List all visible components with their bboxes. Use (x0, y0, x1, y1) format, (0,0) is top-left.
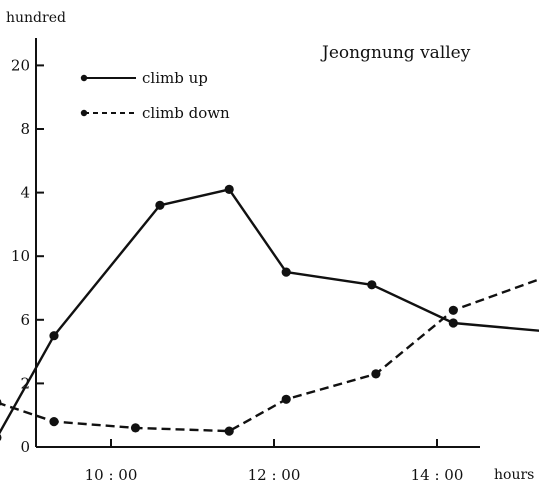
data-point-climb-up (0, 434, 2, 441)
data-point-climb-down (448, 305, 458, 315)
y-tick-label: 6 (20, 311, 30, 329)
legend-climb-down-label: climb down (142, 104, 230, 122)
y-tick-label: 4 (20, 184, 30, 202)
chart-title: Jeongnung valley (320, 43, 471, 63)
data-point-climb-down (281, 394, 291, 404)
legend: climb up climb down (80, 69, 230, 122)
x-tick-label: 14 : 00 (411, 466, 464, 484)
data-point-climb-up (49, 331, 59, 341)
series-line-climb-up (0, 188, 539, 435)
data-point-climb-down (49, 417, 59, 427)
data-point-climb-down (224, 426, 234, 436)
y-tick-label: 10 (11, 247, 30, 265)
data-point-climb-up (448, 318, 458, 328)
series-line-climb-down (0, 278, 539, 433)
x-axis-label: hours (494, 467, 534, 483)
y-tick-label: 8 (20, 120, 30, 138)
series-layer (0, 184, 539, 441)
y-tick-label: 2 (20, 374, 30, 392)
data-point-climb-down (130, 423, 141, 433)
legend-climb-down-marker (80, 109, 88, 117)
data-point-climb-down (0, 399, 2, 406)
legend-climb-up-marker (80, 74, 88, 82)
data-point-climb-down (371, 369, 381, 379)
data-point-climb-up (367, 280, 377, 290)
data-point-climb-up (155, 200, 165, 210)
legend-climb-up-label: climb up (142, 69, 208, 87)
y-tick-label: 20 (11, 56, 30, 74)
x-tick-label: 12 : 00 (248, 466, 301, 484)
data-point-climb-up (224, 184, 234, 194)
y-tick-label: 0 (20, 438, 30, 456)
y-ticks: 0 2 6 10 4 8 20 (11, 56, 44, 456)
y-axis-label: hundred (6, 10, 66, 26)
data-point-climb-up (281, 267, 291, 277)
x-tick-label: 10 : 00 (85, 466, 138, 484)
